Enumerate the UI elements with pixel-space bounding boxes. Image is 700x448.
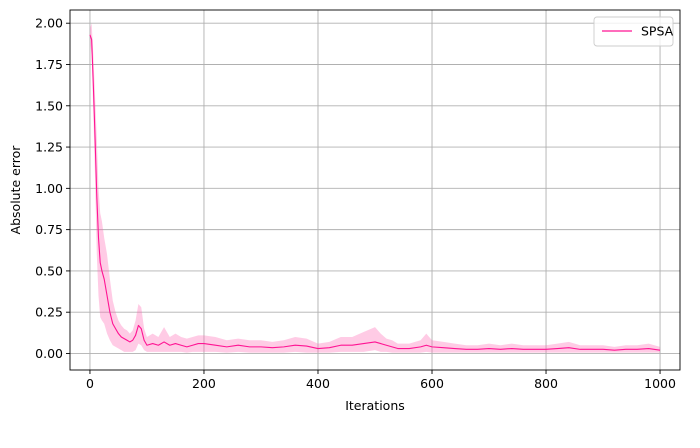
x-tick-label: 800 — [534, 376, 558, 391]
series-line-layer — [89, 34, 661, 351]
legend-entry-spsa: SPSA — [641, 24, 674, 39]
y-tick-label: 1.00 — [35, 181, 63, 196]
plot-area — [70, 10, 680, 370]
x-tick-label: 400 — [306, 376, 330, 391]
x-tick-label: 1000 — [644, 376, 676, 391]
y-tick-label: 0.00 — [35, 346, 63, 361]
y-tick-label: 1.50 — [35, 98, 63, 113]
grid-lines — [70, 10, 680, 370]
x-axis-ticks: 0 200 400 600 800 1000 — [86, 370, 676, 391]
series-line-spsa — [89, 34, 661, 351]
x-tick-label: 200 — [192, 376, 216, 391]
y-tick-label: 1.75 — [35, 57, 63, 72]
y-tick-label: 0.50 — [35, 263, 63, 278]
x-tick-label: 0 — [86, 376, 94, 391]
x-axis-label: Iterations — [345, 398, 405, 413]
y-tick-label: 0.75 — [35, 222, 63, 237]
x-tick-label: 600 — [420, 376, 444, 391]
y-tick-label: 1.25 — [35, 140, 63, 155]
legend: SPSA — [593, 16, 674, 47]
legend-box — [593, 16, 674, 47]
y-tick-label: 2.00 — [35, 16, 63, 31]
y-axis-ticks: 0.00 0.25 0.50 0.75 1.00 1.25 1.50 1.75 2.00 — [35, 16, 70, 361]
y-tick-label: 0.25 — [35, 305, 63, 320]
plot-frame — [69, 9, 681, 371]
y-axis-label: Absolute error — [8, 145, 23, 235]
